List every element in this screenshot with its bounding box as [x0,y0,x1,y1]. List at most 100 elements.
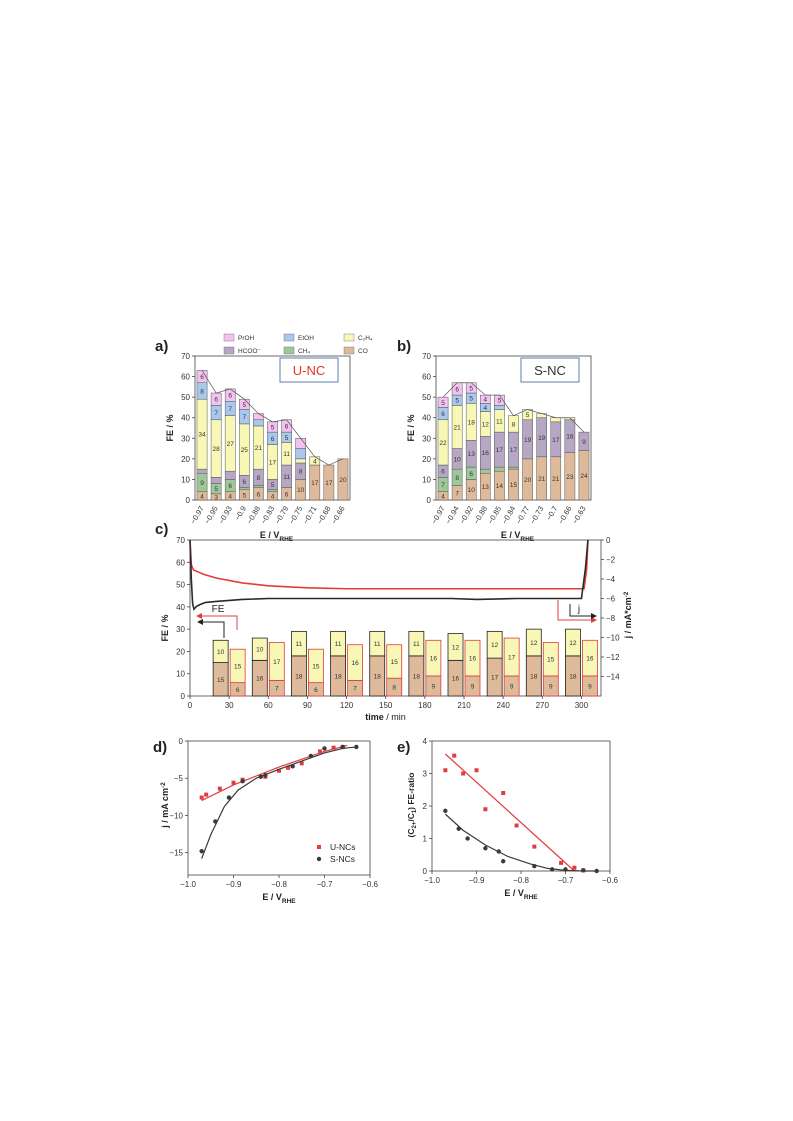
y-tick-label: 60 [422,373,431,382]
fit-line-U-NCs [444,753,575,872]
point-U-NCs [559,860,564,865]
bar-S-NC-C2H4 [369,630,386,657]
FE-arrowhead-black [197,619,203,625]
bar-value-label: 5 [526,412,530,419]
bar-segment-C2H4 [550,417,562,423]
point-S-NCs [581,868,586,873]
bar-value-label: 22 [439,440,447,447]
y-label-part: (C [406,829,416,838]
bar-value-label: 5 [455,398,459,405]
y-tick-label: 0 [181,692,186,701]
bar-value-label: 9 [432,683,436,690]
bar-S-NC-C2H4 [291,630,307,657]
y-tick-label: 10 [422,475,431,484]
bar-value-label: 7 [455,490,459,497]
bar-S-NC-C2H4 [408,630,425,657]
bar-segment-EtOH [494,405,505,410]
x-label-sub: RHE [524,894,538,901]
bar-value-label: 10 [217,649,225,656]
bar-S-NC-C2H4 [565,628,581,657]
bar-value-label: 11 [496,418,503,425]
bar-value-label: 9 [582,439,586,446]
y-tick-label: 10 [176,670,185,679]
y2-axis-label: j / mA*cm-2 [623,591,633,639]
y-tick-label: 2 [423,802,428,811]
y-tick-label: 70 [422,352,431,361]
x-label-bold: time [365,712,384,722]
x-axis-label: E / VRHE [504,888,538,901]
bar-value-label: 11 [283,474,290,481]
envelope-line [201,370,344,466]
bar-U-NC-C2H4 [268,642,285,681]
point-U-NCs [572,865,577,870]
envelope-line [442,382,585,433]
point-S-NCs [563,867,568,872]
bar-value-label: 17 [491,675,499,682]
bar-value-label: 12 [482,421,490,428]
annotation-FE: FE [212,604,225,615]
y-label-main: j / mA cm [160,788,170,829]
panel-c-chart: 0 10 20 30 40 50 60 70 0 −2 −4 −6 −8 −10 −12 −14 0 30 60 90… [160,536,633,722]
bar-value-label: 19 [524,437,532,444]
y2-tick-label: −14 [606,673,620,682]
bar-value-label: 8 [299,469,303,476]
y-tick-label: 50 [181,393,190,402]
j-arrow-black [569,604,592,617]
point-U-NCs [199,795,204,800]
bar-value-label: 6 [314,687,318,694]
bar-value-label: 9 [549,683,553,690]
bar-value-label: 17 [269,459,277,466]
x-tick-label: 120 [340,701,354,710]
y-tick-label: −5 [174,774,184,783]
point-S-NCs [594,868,599,874]
bar-value-label: 21 [538,476,546,483]
y-label-sup: -2 [160,782,167,788]
bar-value-label: 27 [227,441,235,448]
y-tick-label: 60 [176,558,185,567]
bar-U-NC-C2H4 [347,644,363,681]
bar-value-label: 25 [241,447,249,454]
y-label-part: /C [406,813,416,822]
legend-marker-U-NCs [317,845,321,849]
y-tick-label: 20 [181,455,190,464]
sample-label: U-NC [293,363,326,378]
legend-swatch-CO [343,346,355,355]
point-U-NCs [501,791,506,795]
x-tick-label: −0.7 [558,876,574,885]
y-tick-label: 30 [181,434,190,443]
bar-S-NC-C2H4 [251,637,268,661]
bar-S-NC-C2H4 [486,630,503,659]
legend-swatch-EtOH [283,333,295,342]
legend-label: EtOH [298,335,314,342]
y-axis-label: FE / % [165,414,175,441]
FE-arrow-red [200,615,238,630]
current-line-S-NC [189,539,589,611]
y-tick-label: 0 [186,496,191,505]
bar-value-label: 21 [255,445,263,452]
bar-value-label: 6 [271,436,275,443]
point-U-NCs [231,780,236,785]
bar-value-label: 18 [334,673,342,680]
bar-value-label: 11 [413,641,420,648]
bar-value-label: 17 [273,659,281,666]
bar-value-label: 11 [335,641,342,648]
point-S-NCs [213,819,218,824]
bar-value-label: 16 [452,676,460,683]
panel-b-letter: b) [397,338,411,355]
y2-label-main: j / mA*cm [623,597,633,639]
point-S-NCs [340,744,345,750]
bar-value-label: 17 [508,655,516,662]
point-S-NCs [308,753,314,759]
bar-value-label: 11 [296,641,303,648]
bar-value-label: 8 [257,475,261,482]
bar-value-label: 12 [530,640,538,647]
bar-value-label: 4 [484,397,488,404]
x-axis-label-main: E / V [260,530,280,540]
x-tick-label: −0.9 [226,880,242,889]
x-tick-label: −0.66 [329,505,346,526]
legend-label: U-NCs [330,842,356,852]
point-S-NCs [240,779,245,784]
panel-d-letter: d) [153,739,167,756]
y-tick-label: 1 [423,835,428,844]
bar-value-label: 10 [454,456,462,463]
